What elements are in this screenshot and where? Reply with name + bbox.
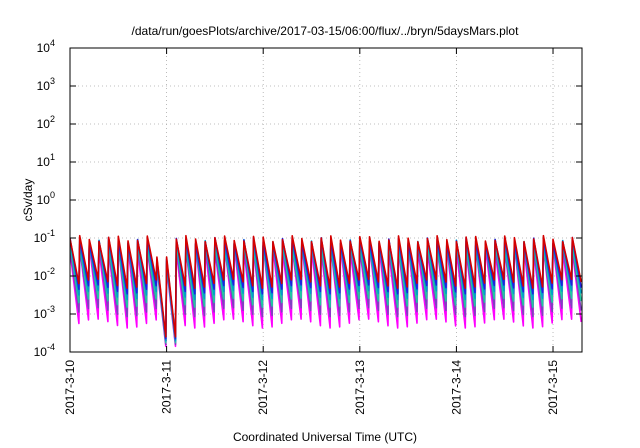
x-tick-label: 2017-3-10 [63, 360, 77, 415]
y-tick-label: 10-2 [34, 266, 55, 283]
x-tick-label: 2017-3-14 [449, 360, 463, 415]
x-tick-label: 2017-3-13 [353, 360, 367, 415]
y-tick-label: 103 [37, 76, 55, 93]
y-tick-label: 101 [37, 152, 55, 169]
chart-title: /data/run/goesPlots/archive/2017-03-15/0… [132, 24, 520, 38]
series-group [70, 234, 582, 348]
y-tick-label: 10-4 [34, 342, 55, 359]
y-tick-label: 100 [37, 190, 55, 207]
x-tick-label: 2017-3-12 [256, 360, 270, 415]
y-tick-label: 102 [37, 114, 55, 131]
x-tick-label: 2017-3-15 [546, 360, 560, 415]
x-tick-label: 2017-3-11 [160, 360, 174, 414]
y-tick-label: 10-3 [34, 304, 55, 321]
series-line [70, 234, 582, 338]
y-axis-label: cSv/day [21, 179, 35, 222]
x-axis: 2017-3-10 2017-3-11 2017-3-12 2017-3-13 2017… [63, 48, 560, 415]
y-tick-label: 10-1 [34, 228, 55, 245]
x-axis-label: Coordinated Universal Time (UTC) [233, 430, 417, 444]
y-axis: 10-4 10-3 10-2 10-1 100 101 102 103 104 [34, 38, 582, 359]
y-tick-label: 104 [37, 38, 55, 55]
